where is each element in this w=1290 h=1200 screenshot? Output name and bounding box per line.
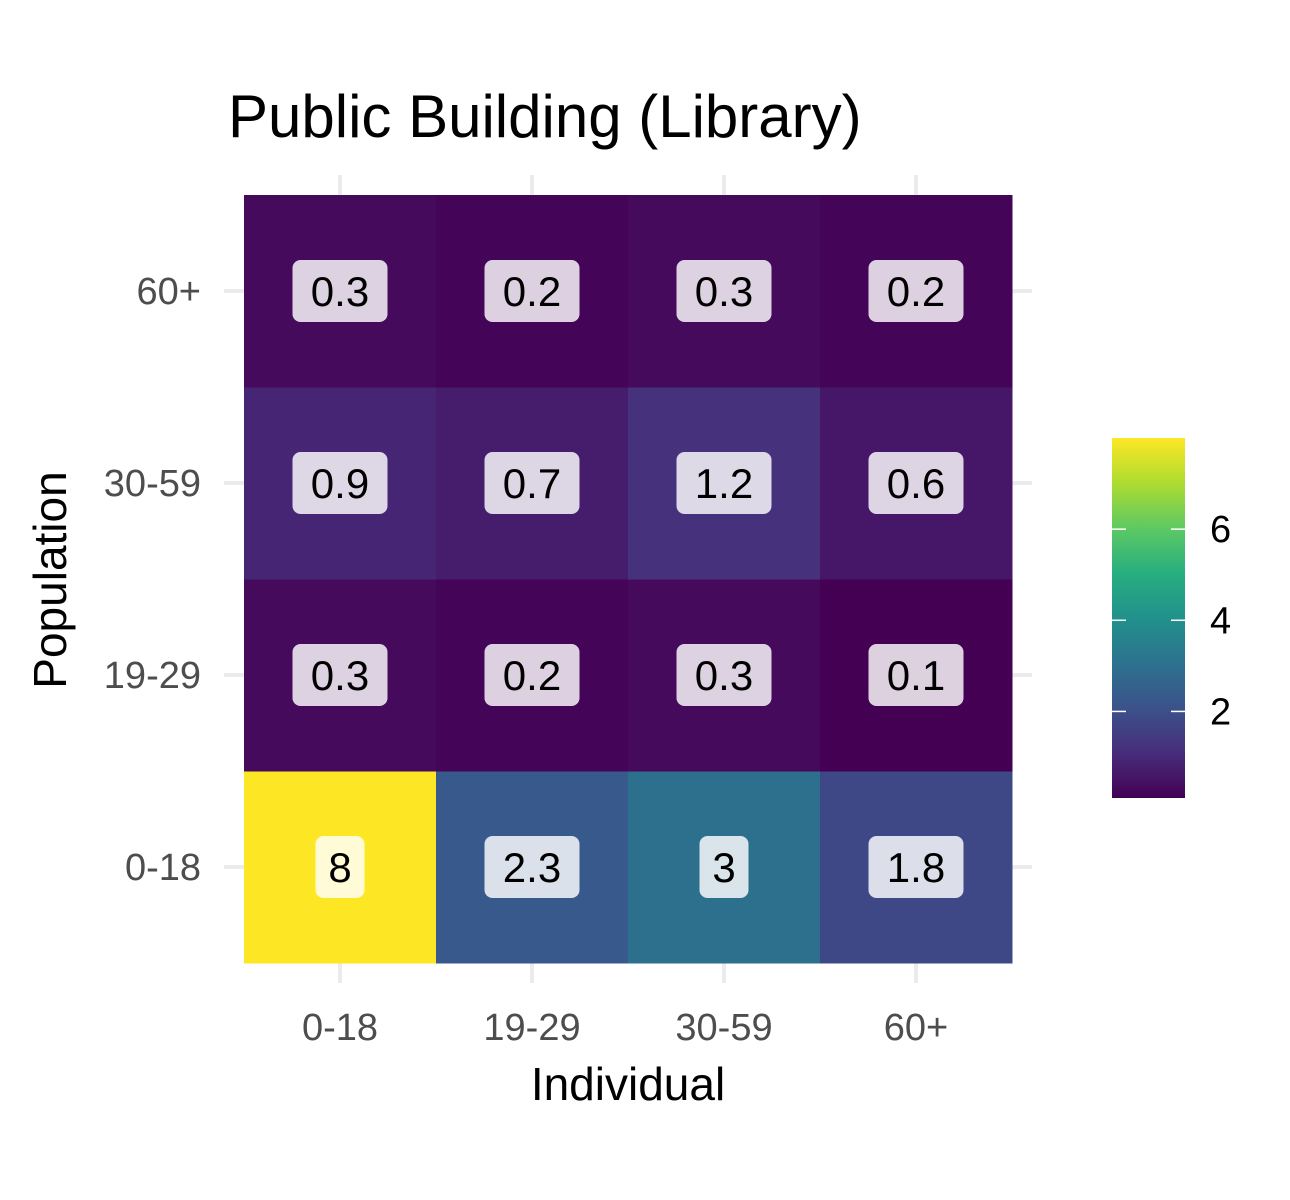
- cell-value-label: 0.9: [311, 460, 369, 507]
- cell-label-box: [868, 452, 964, 514]
- legend-colorbar: [1112, 438, 1185, 798]
- cell-label-box: [484, 836, 580, 898]
- x-tick-label: 0-18: [302, 1007, 378, 1049]
- cell-value-labels: 8 2.3 3 1.8 0.3 0.2 0.3 0.1 0.9 0.7 1.2 0.6 0.3 0.2 0.…: [292, 260, 964, 898]
- x-tick-label: 30-59: [675, 1007, 772, 1049]
- cell-value-label: 8: [328, 844, 351, 891]
- cell-label-box: [292, 452, 388, 514]
- cell-value-label: 1.2: [695, 460, 753, 507]
- cell-label-box: [676, 452, 772, 514]
- y-tick-labels: 0-18 19-29 30-59 60+: [104, 271, 201, 889]
- cell-value-label: 0.6: [887, 460, 945, 507]
- y-axis-title: Population: [24, 471, 76, 688]
- cell-value-label: 0.2: [503, 652, 561, 699]
- cell-label-box: [484, 260, 580, 322]
- cell-value-label: 0.1: [887, 652, 945, 699]
- legend-tick-label: 6: [1210, 509, 1231, 551]
- cell-value-label: 2.3: [503, 844, 561, 891]
- cell-value-label: 3: [712, 844, 735, 891]
- y-tick-label: 60+: [137, 271, 201, 313]
- y-tick-label: 19-29: [104, 655, 201, 697]
- cell-value-label: 0.7: [503, 460, 561, 507]
- cell-label-box: [292, 644, 388, 706]
- cell-value-label: 0.3: [695, 268, 753, 315]
- cell-label-box: [868, 836, 964, 898]
- cell-label-box: [676, 644, 772, 706]
- x-axis-title: Individual: [531, 1058, 725, 1110]
- cell-value-label: 0.3: [311, 268, 369, 315]
- cell-label-box: [868, 644, 964, 706]
- x-tick-labels: 0-18 19-29 30-59 60+: [302, 1007, 948, 1049]
- x-tick-label: 60+: [884, 1007, 948, 1049]
- cell-label-box: [484, 644, 580, 706]
- y-tick-label: 0-18: [125, 847, 201, 889]
- cell-label-box: [868, 260, 964, 322]
- legend-tick-label: 4: [1210, 600, 1231, 642]
- cell-value-label: 0.2: [887, 268, 945, 315]
- chart-title: Public Building (Library): [228, 83, 862, 150]
- y-tick-label: 30-59: [104, 463, 201, 505]
- cell-value-label: 1.8: [887, 844, 945, 891]
- legend-ticks: 2 4 6: [1112, 509, 1231, 733]
- color-legend: 2 4 6: [1112, 438, 1231, 798]
- cell-label-box: [315, 836, 365, 898]
- cell-label-box: [484, 452, 580, 514]
- cell-label-box: [676, 260, 772, 322]
- x-tick-label: 19-29: [483, 1007, 580, 1049]
- cell-value-label: 0.2: [503, 268, 561, 315]
- cell-label-box: [699, 836, 749, 898]
- cell-value-label: 0.3: [695, 652, 753, 699]
- legend-tick-label: 2: [1210, 691, 1231, 733]
- cell-value-label: 0.3: [311, 652, 369, 699]
- cell-label-box: [292, 260, 388, 322]
